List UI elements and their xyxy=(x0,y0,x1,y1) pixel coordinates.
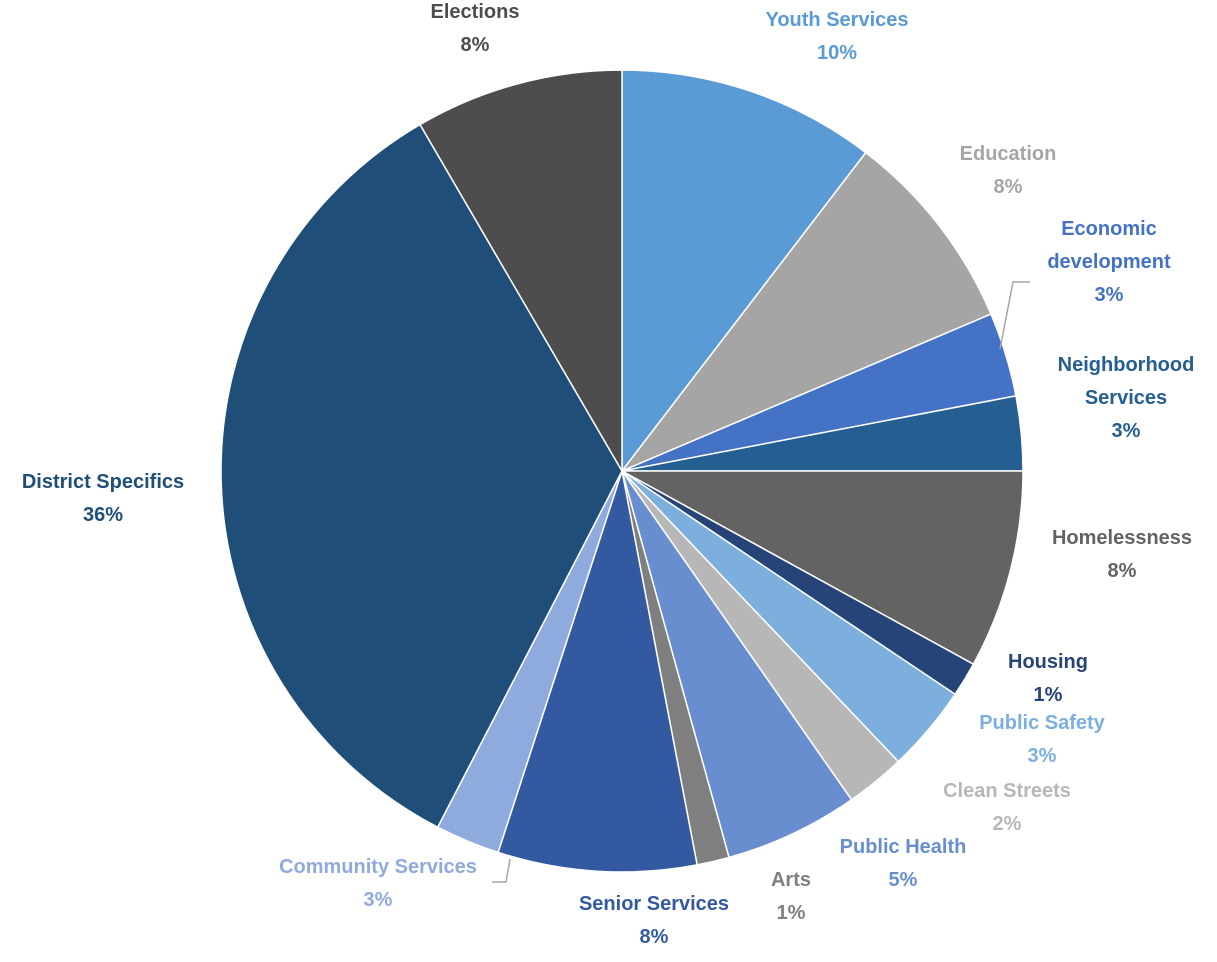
pie-slice-elections xyxy=(419,69,623,474)
slice-label-neighborhood-services: Neighborhood Services 3% xyxy=(1058,354,1195,442)
slice-name: Community Services xyxy=(279,856,477,878)
pie-slices xyxy=(220,69,1024,873)
slice-name: Services xyxy=(1085,387,1167,409)
slice-label-public-safety: Public Safety 3% xyxy=(979,712,1105,767)
slice-percent: 3% xyxy=(1095,284,1124,306)
pie-slice-youth-services xyxy=(621,69,867,474)
slice-percent: 5% xyxy=(889,869,918,891)
slice-label-community-services: Community Services 3% xyxy=(279,856,477,911)
slice-percent: 8% xyxy=(640,926,669,948)
slice-label-economic-development: Economic development 3% xyxy=(1047,218,1171,306)
slice-percent: 8% xyxy=(1108,560,1137,582)
pie-slice-senior-services xyxy=(497,470,699,873)
slice-percent: 8% xyxy=(461,34,490,56)
slice-name: Senior Services xyxy=(579,893,729,915)
slice-labels: Youth Services 10% Education 8% Economic deve… xyxy=(22,1,1194,948)
slice-percent: 2% xyxy=(993,813,1022,835)
leader-line-economic-development xyxy=(999,281,1030,350)
slice-name: Neighborhood xyxy=(1058,354,1195,376)
slice-percent: 8% xyxy=(994,176,1023,198)
slice-name: Arts xyxy=(771,869,811,891)
slice-name: Education xyxy=(960,143,1057,165)
slice-label-housing: Housing 1% xyxy=(1008,651,1088,706)
pie-slice-public-health xyxy=(621,470,853,859)
slice-label-arts: Arts 1% xyxy=(771,869,811,924)
slice-percent: 1% xyxy=(1034,684,1063,706)
slice-percent: 3% xyxy=(1028,745,1057,767)
slice-percent: 36% xyxy=(83,504,123,526)
slice-name: Clean Streets xyxy=(943,780,1071,802)
slice-label-clean-streets: Clean Streets 2% xyxy=(943,780,1071,835)
slice-name: Elections xyxy=(431,1,520,23)
slice-percent: 3% xyxy=(1112,420,1141,442)
pie-slice-homelessness xyxy=(621,470,1024,666)
slice-label-youth-services: Youth Services 10% xyxy=(765,9,908,64)
slice-percent: 3% xyxy=(364,889,393,911)
slice-percent: 10% xyxy=(817,42,857,64)
slice-name: development xyxy=(1047,251,1171,273)
slice-name: Homelessness xyxy=(1052,527,1192,549)
slice-name: Housing xyxy=(1008,651,1088,673)
slice-percent: 1% xyxy=(777,902,806,924)
pie-slice-education xyxy=(619,151,992,473)
slice-name: Youth Services xyxy=(765,9,908,31)
slice-label-public-health: Public Health 5% xyxy=(840,836,967,891)
slice-label-senior-services: Senior Services 8% xyxy=(579,893,729,948)
slice-name: Economic xyxy=(1061,218,1157,240)
slice-name: Public Health xyxy=(840,836,967,858)
slice-name: District Specifics xyxy=(22,471,184,493)
slice-label-homelessness: Homelessness 8% xyxy=(1052,527,1192,582)
slice-label-education: Education 8% xyxy=(960,143,1057,198)
slice-label-district-specifics: District Specifics 36% xyxy=(22,471,184,526)
leader-line-community-services xyxy=(492,858,511,883)
slice-label-elections: Elections 8% xyxy=(431,1,520,56)
leader-lines xyxy=(492,281,1030,883)
slice-name: Public Safety xyxy=(979,712,1105,734)
